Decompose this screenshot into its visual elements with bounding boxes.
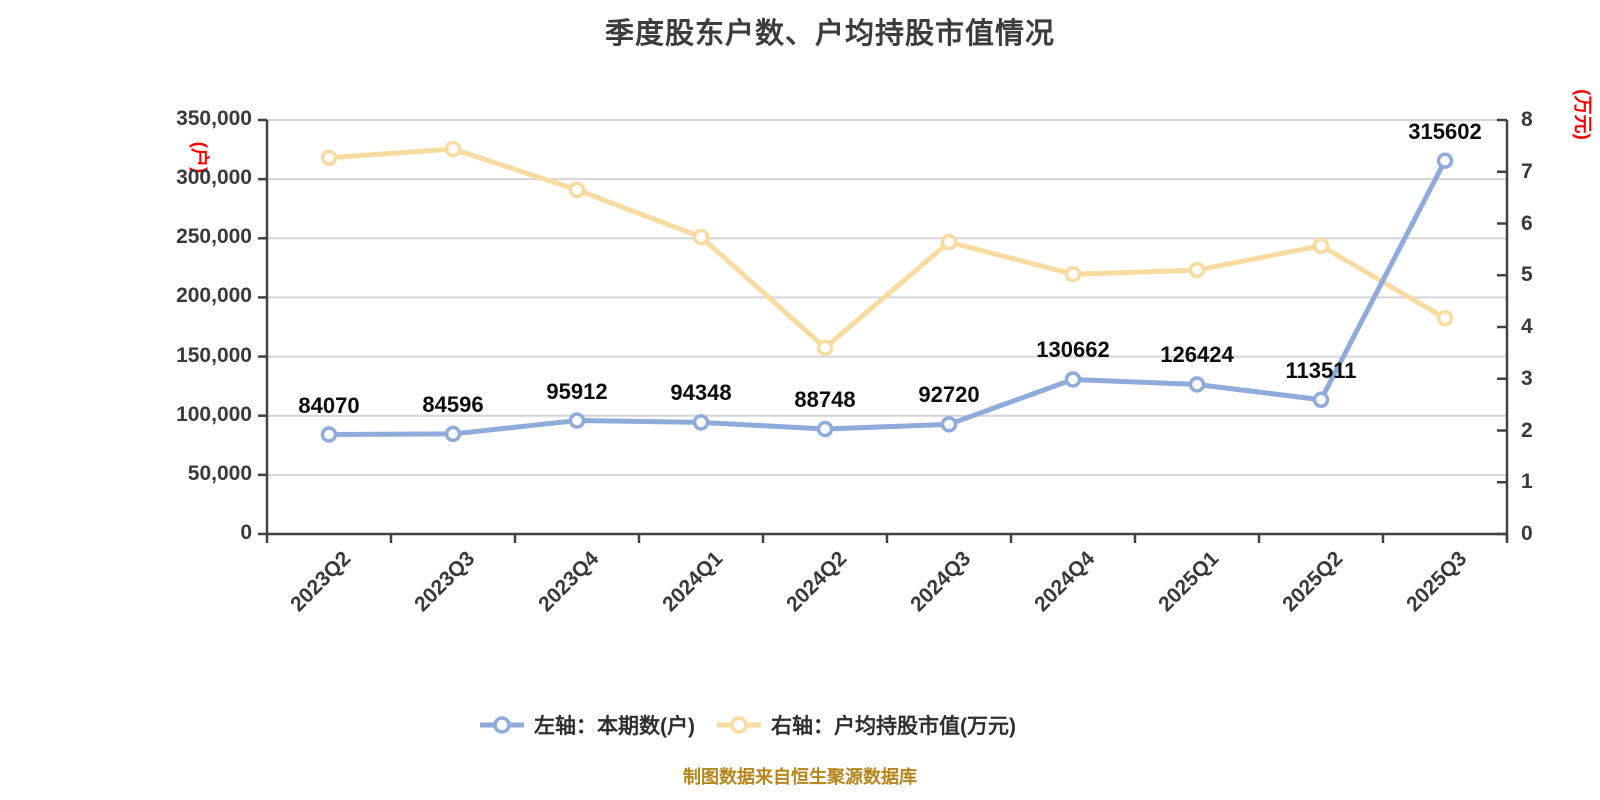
legend: 左轴：本期数(户) 右轴：户均持股市值(万元) [478,710,1016,740]
series-data-label: 113511 [1285,357,1357,383]
legend-label: 左轴：本期数(户) [534,715,695,738]
series-data-label: 92720 [918,382,980,408]
series-point[interactable] [320,149,338,167]
series-point[interactable] [1436,152,1454,169]
series-point[interactable] [692,228,710,246]
y-tick-label-left: 150,000 [176,343,252,367]
legend-marker-line-circle-icon [717,716,761,734]
series-point[interactable] [568,181,586,199]
y-tick-label-left: 350,000 [176,107,252,130]
y-tick-label-right: 3 [1521,366,1533,390]
legend-item-shareholders[interactable]: 左轴：本期数(户) [478,710,695,740]
y-tick-label-right: 6 [1521,211,1533,235]
series-line [326,158,1448,438]
series-point[interactable] [444,425,462,443]
series-data-label: 84070 [298,392,360,418]
y-tick-label-right: 0 [1521,522,1533,545]
series-point[interactable] [568,412,586,429]
series-point[interactable] [1064,371,1082,388]
series-point[interactable] [1312,237,1330,255]
data-source-caption: 制图数据来自恒生聚源数据库 [683,767,917,787]
series-point[interactable] [320,426,338,443]
series-data-label: 315602 [1408,118,1482,144]
y-tick-label-right: 5 [1521,263,1533,287]
y-tick-label-right: 7 [1521,159,1533,183]
y-tick-label-right: 8 [1521,108,1533,131]
series-data-label: 94348 [670,380,732,406]
y-tick-label-left: 0 [240,521,252,544]
y-tick-label-left: 50,000 [187,461,252,485]
series-point[interactable] [940,416,958,433]
y-tick-label-left: 200,000 [176,284,252,308]
y-tick-label-right: 4 [1521,315,1533,338]
series-point[interactable] [1188,261,1206,279]
right-axis-unit-label: (万元) [1571,89,1593,140]
series-point[interactable] [1312,391,1330,408]
series-point[interactable] [692,414,710,431]
legend-item-marketvalue[interactable]: 右轴：户均持股市值(万元) [715,710,1016,740]
y-tick-label-left: 100,000 [176,402,252,426]
legend-label: 右轴：户均持股市值(万元) [771,715,1016,738]
series-point[interactable] [444,140,462,158]
series-line [326,146,1448,351]
y-tick-label-right: 1 [1521,470,1533,494]
series-point[interactable] [816,420,834,438]
y-tick-label-left: 250,000 [176,225,252,249]
series-data-label: 88748 [794,387,856,413]
series-point[interactable] [1188,376,1206,393]
series-data-label: 130662 [1036,337,1110,363]
series-data-label: 84596 [422,391,484,417]
series-data-label: 126424 [1160,342,1234,368]
series-point[interactable] [940,233,958,251]
legend-marker-line-circle-icon [480,716,524,734]
plot-svg [258,118,1509,543]
y-tick-label-right: 2 [1521,418,1533,442]
chart-title: 季度股东户数、户均持股市值情况 [604,18,1055,50]
series-data-label: 95912 [546,378,608,404]
series-point[interactable] [1064,265,1082,283]
series-point[interactable] [816,339,834,356]
y-tick-label-left: 300,000 [176,166,252,190]
series-point[interactable] [1436,309,1454,327]
